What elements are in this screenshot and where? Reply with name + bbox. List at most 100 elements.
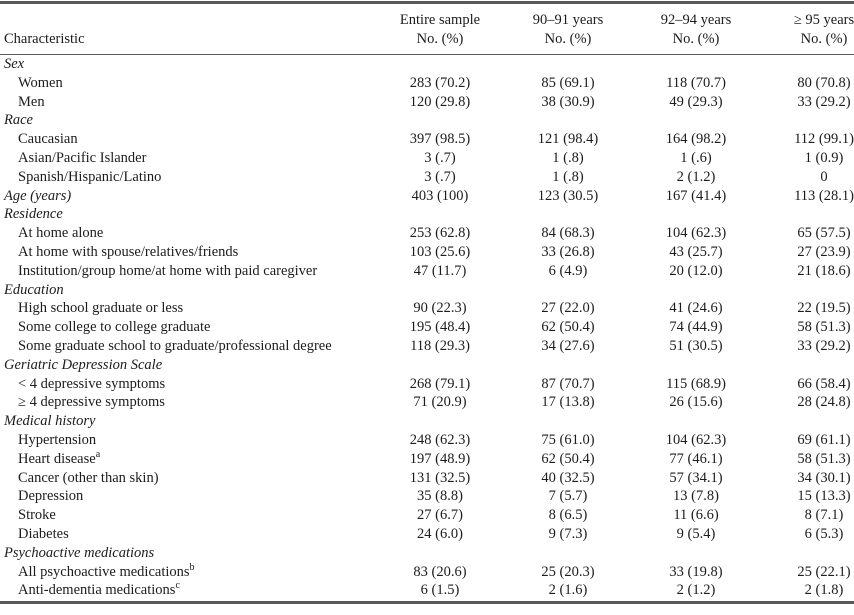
value-cell	[376, 544, 504, 563]
characteristic-cell: Some graduate school to graduate/profess…	[18, 337, 332, 354]
characteristic-cell: Men	[18, 93, 45, 110]
value-cell: 33 (29.2)	[797, 337, 851, 354]
table-row: ≥ 4 depressive symptoms 71 (20.9) 17 (13.8…	[0, 393, 854, 412]
characteristic-cell: Psychoactive medications	[4, 544, 155, 561]
value-cell: 75 (61.0)	[541, 431, 595, 448]
value-cell: 71 (20.9)	[413, 394, 467, 411]
value-cell: 35 (8.8)	[417, 488, 463, 505]
value-cell	[376, 356, 504, 375]
value-cell: 104 (62.3)	[665, 431, 727, 448]
value-cell	[760, 281, 854, 300]
value-cell: 1 (0.9)	[804, 149, 844, 166]
table-row: Women 283 (70.2) 85 (69.1) 118 (70.7) 80 (70…	[0, 74, 854, 93]
table-row: High school graduate or less 90 (22.3) 27 …	[0, 299, 854, 318]
value-cell: 28 (24.8)	[797, 394, 851, 411]
value-cell	[376, 111, 504, 130]
value-cell: 21 (18.6)	[797, 262, 851, 279]
value-cell	[504, 205, 632, 224]
value-cell	[632, 544, 760, 563]
column-title: 90–91 years	[532, 12, 604, 28]
table-row: Race	[0, 111, 854, 130]
value-cell: 58 (51.3)	[797, 450, 851, 467]
table-row: Education	[0, 281, 854, 300]
characteristic-cell: Hypertension	[18, 431, 97, 448]
table-row: Hypertension 248 (62.3) 75 (61.0) 104 (62.3…	[0, 431, 854, 450]
column-header-92-94-years: 92–94 years No. (%)	[632, 4, 760, 55]
characteristic-cell: Caucasian	[18, 131, 78, 148]
characteristic-cell: Depression	[18, 488, 84, 505]
column-header-characteristic: Characteristic	[0, 4, 376, 55]
value-cell	[504, 356, 632, 375]
value-cell: 58 (51.3)	[797, 319, 851, 336]
table-row: Psychoactive medications	[0, 544, 854, 563]
table-row: Medical history	[0, 412, 854, 431]
value-cell: 131 (32.5)	[409, 469, 471, 486]
characteristic-cell: Sex	[4, 56, 25, 72]
table-row: < 4 depressive symptoms 268 (79.1) 87 (70.…	[0, 375, 854, 394]
characteristic-cell: Institution/group home/at home with paid…	[18, 262, 318, 279]
value-cell: 115 (68.9)	[666, 375, 726, 392]
value-cell: 9 (5.4)	[676, 525, 716, 542]
table-row: Anti-dementia medicationsc 6 (1.5) 2 (1.6)…	[0, 581, 854, 600]
value-cell: 40 (32.5)	[541, 469, 595, 486]
value-cell: 2 (1.2)	[676, 582, 716, 599]
value-cell: 167 (41.4)	[665, 187, 727, 204]
column-title: 92–94 years	[660, 12, 732, 28]
value-cell: 25 (20.3)	[541, 563, 595, 580]
column-subtitle: No. (%)	[544, 31, 592, 47]
value-cell	[632, 356, 760, 375]
value-cell	[760, 356, 854, 375]
table-row: Stroke 27 (6.7) 8 (6.5) 11 (6.6) 8 (7.1)	[0, 506, 854, 525]
characteristic-cell: Residence	[4, 206, 63, 223]
value-cell: 2 (1.8)	[804, 582, 844, 599]
value-cell: 397 (98.5)	[409, 131, 471, 148]
characteristic-cell: All psychoactive medicationsb	[18, 562, 195, 580]
column-subtitle: No. (%)	[800, 31, 848, 47]
characteristic-cell: Race	[4, 112, 33, 129]
characteristic-cell: ≥ 4 depressive symptoms	[18, 394, 165, 411]
value-cell: 90 (22.3)	[413, 300, 467, 317]
value-cell: 1 (.6)	[680, 149, 712, 166]
value-cell: 7 (5.7)	[548, 488, 588, 505]
value-cell	[376, 55, 504, 74]
characteristic-cell: Education	[4, 281, 64, 298]
value-cell	[376, 205, 504, 224]
value-cell: 13 (7.8)	[673, 488, 719, 505]
characteristic-cell: Diabetes	[18, 525, 69, 542]
value-cell: 24 (6.0)	[417, 525, 463, 542]
characteristic-cell: Stroke	[18, 507, 56, 524]
value-cell: 33 (29.2)	[797, 93, 851, 110]
value-cell: 57 (34.1)	[669, 469, 723, 486]
value-cell	[376, 281, 504, 300]
value-cell: 15 (13.3)	[797, 488, 851, 505]
value-cell: 22 (19.5)	[797, 300, 851, 317]
value-cell: 33 (26.8)	[541, 243, 595, 260]
value-cell: 1 (.8)	[552, 149, 584, 166]
column-title: Entire sample	[399, 12, 481, 28]
value-cell	[760, 544, 854, 563]
value-cell: 83 (20.6)	[413, 563, 467, 580]
value-cell	[632, 281, 760, 300]
value-cell: 118 (29.3)	[410, 337, 470, 354]
value-cell: 85 (69.1)	[541, 74, 595, 91]
table-row: Some college to college graduate 195 (48.…	[0, 318, 854, 337]
value-cell	[632, 111, 760, 130]
value-cell: 197 (48.9)	[409, 450, 471, 467]
value-cell: 27 (6.7)	[417, 507, 463, 524]
value-cell	[760, 412, 854, 431]
characteristic-cell: Women	[18, 74, 63, 91]
value-cell: 80 (70.8)	[797, 74, 851, 91]
value-cell: 2 (1.2)	[676, 168, 716, 185]
value-cell: 3 (.7)	[424, 168, 456, 185]
column-title: ≥ 95 years	[793, 12, 854, 28]
value-cell	[504, 111, 632, 130]
characteristic-cell: Cancer (other than skin)	[18, 469, 159, 486]
value-cell: 283 (70.2)	[409, 74, 471, 91]
value-cell: 87 (70.7)	[541, 375, 595, 392]
value-cell: 41 (24.6)	[669, 300, 723, 317]
value-cell: 123 (30.5)	[537, 187, 599, 204]
characteristic-cell: < 4 depressive symptoms	[18, 375, 166, 392]
value-cell	[504, 544, 632, 563]
characteristics-table: Characteristic Entire sample No. (%) 90–…	[0, 4, 854, 600]
value-cell: 27 (22.0)	[541, 300, 595, 317]
